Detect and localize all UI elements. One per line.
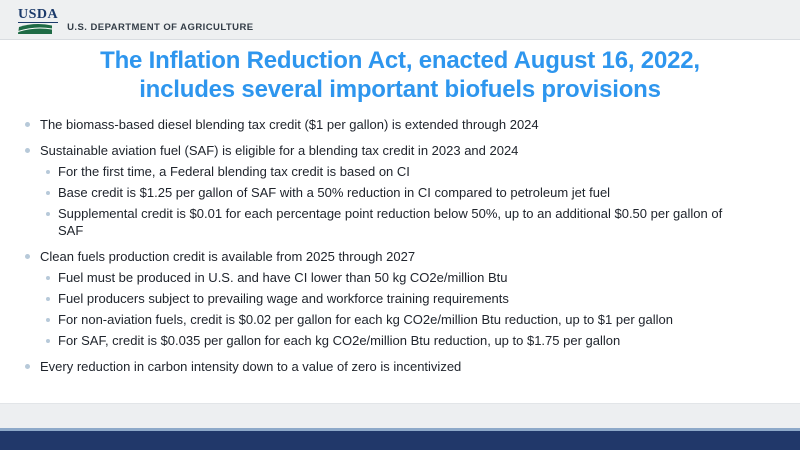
bullet-item: Supplemental credit is $0.01 for each pe… xyxy=(46,205,745,239)
bullet-dot-icon xyxy=(46,297,50,301)
bullet-item: Sustainable aviation fuel (SAF) is eligi… xyxy=(25,142,745,159)
usda-logo: USDA xyxy=(18,7,59,34)
bullet-item: The biomass-based diesel blending tax cr… xyxy=(25,116,745,133)
bullet-dot-icon xyxy=(25,122,30,127)
bullet-item: For SAF, credit is $0.035 per gallon for… xyxy=(46,332,745,349)
bullet-dot-icon xyxy=(25,364,30,369)
bullet-text: Sustainable aviation fuel (SAF) is eligi… xyxy=(40,143,519,158)
usda-wordmark: USDA xyxy=(18,7,59,23)
bullet-text: Fuel producers subject to prevailing wag… xyxy=(58,291,509,306)
slide-title: The Inflation Reduction Act, enacted Aug… xyxy=(0,46,800,104)
slide-title-line1: The Inflation Reduction Act, enacted Aug… xyxy=(100,47,700,74)
bullet-item: For non-aviation fuels, credit is $0.02 … xyxy=(46,311,745,328)
bullet-dot-icon xyxy=(46,191,50,195)
bullet-item: Every reduction in carbon intensity down… xyxy=(25,358,745,375)
bullet-text: For SAF, credit is $0.035 per gallon for… xyxy=(58,333,621,348)
slide-title-line2: includes several important biofuels prov… xyxy=(139,76,661,103)
bullet-text: Supplemental credit is $0.01 for each pe… xyxy=(58,206,723,238)
footer-gray-band xyxy=(0,403,800,428)
bullet-text: For non-aviation fuels, credit is $0.02 … xyxy=(58,312,673,327)
bullet-text: The biomass-based diesel blending tax cr… xyxy=(40,117,539,132)
footer xyxy=(0,403,800,450)
bullet-item: For the first time, a Federal blending t… xyxy=(46,163,745,180)
bullet-text: Fuel must be produced in U.S. and have C… xyxy=(58,270,508,285)
usda-swoosh-icon xyxy=(18,24,52,34)
footer-navy-bar xyxy=(0,431,800,450)
usda-header-bar: USDA U.S. DEPARTMENT OF AGRICULTURE xyxy=(0,0,800,40)
bullet-item: Fuel producers subject to prevailing wag… xyxy=(46,290,745,307)
bullet-list: The biomass-based diesel blending tax cr… xyxy=(0,116,800,375)
bullet-dot-icon xyxy=(46,318,50,322)
bullet-dot-icon xyxy=(25,254,30,259)
bullet-text: Clean fuels production credit is availab… xyxy=(40,249,416,264)
footer-blue-stripe xyxy=(0,428,800,431)
bullet-item: Base credit is $1.25 per gallon of SAF w… xyxy=(46,184,745,201)
bullet-text: For the first time, a Federal blending t… xyxy=(58,164,410,179)
bullet-dot-icon xyxy=(46,170,50,174)
bullet-item: Fuel must be produced in U.S. and have C… xyxy=(46,269,745,286)
bullet-dot-icon xyxy=(46,339,50,343)
bullet-text: Every reduction in carbon intensity down… xyxy=(40,359,462,374)
bullet-dot-icon xyxy=(25,148,30,153)
bullet-dot-icon xyxy=(46,212,50,216)
bullet-text: Base credit is $1.25 per gallon of SAF w… xyxy=(58,185,611,200)
bullet-item: Clean fuels production credit is availab… xyxy=(25,248,745,265)
bullet-dot-icon xyxy=(46,276,50,280)
department-name: U.S. DEPARTMENT OF AGRICULTURE xyxy=(67,22,254,33)
